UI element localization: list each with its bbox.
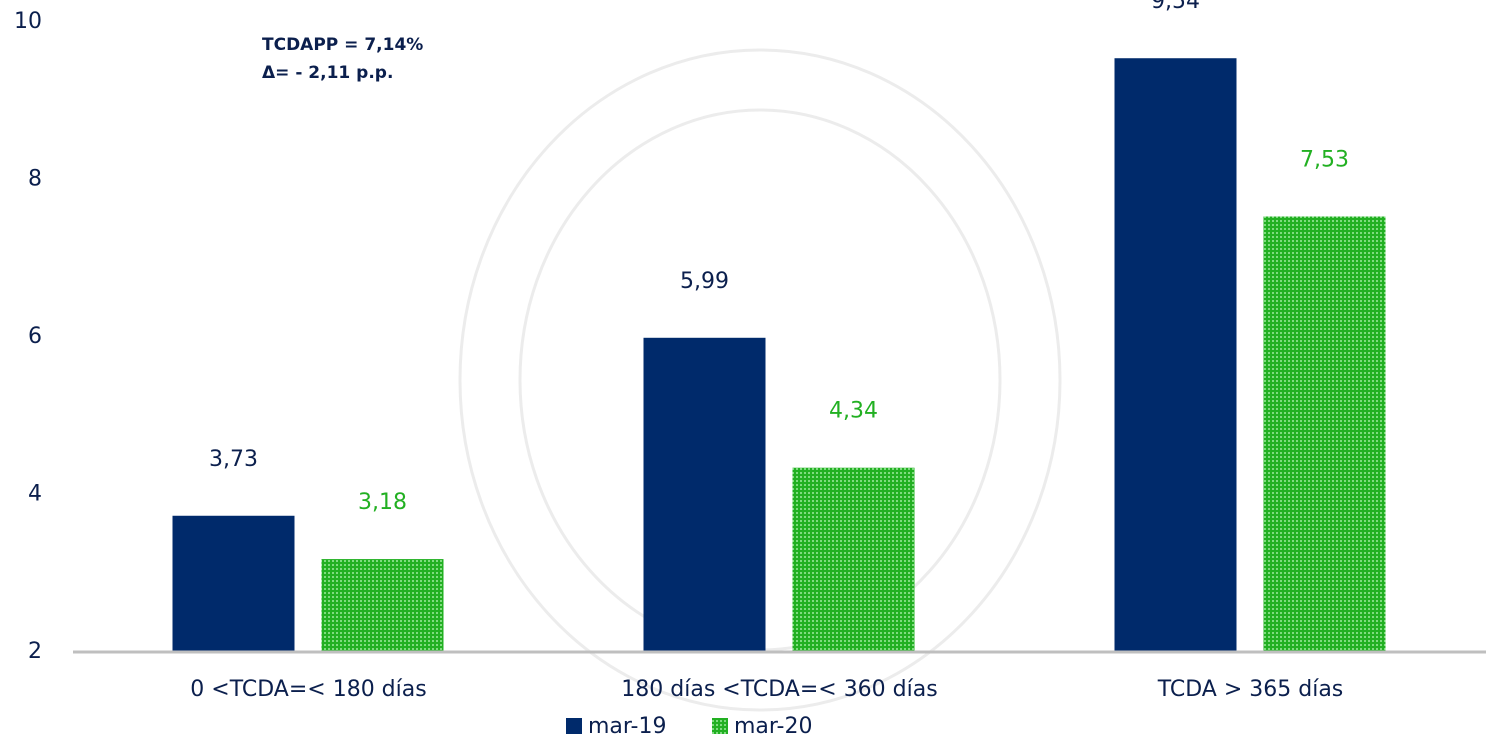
bar — [321, 559, 444, 652]
value-label: 3,18 — [358, 490, 407, 515]
annotation: TCDAPP = 7,14% — [262, 35, 423, 55]
legend-label: mar-19 — [588, 714, 666, 739]
value-label: 4,34 — [829, 399, 878, 424]
bar — [1114, 58, 1237, 653]
y-tick-label: 6 — [28, 324, 42, 349]
value-label: 7,53 — [1300, 148, 1349, 173]
y-tick-label: 2 — [28, 639, 42, 664]
bar — [792, 467, 915, 652]
x-tick-label: 0 <TCDA=< 180 días — [190, 677, 426, 702]
y-tick-label: 4 — [28, 482, 42, 507]
x-tick-label: 180 días <TCDA=< 360 días — [621, 677, 937, 702]
bar — [643, 337, 766, 652]
bar — [172, 515, 295, 652]
legend-swatch — [566, 718, 582, 734]
x-tick-label: TCDA > 365 días — [1157, 677, 1344, 702]
annotation: Δ= - 2,11 p.p. — [262, 63, 393, 83]
legend-label: mar-20 — [734, 714, 812, 739]
value-label: 5,99 — [680, 269, 729, 294]
value-label: 3,73 — [209, 447, 258, 472]
y-tick-label: 10 — [14, 9, 42, 34]
bar — [1263, 216, 1386, 652]
legend-swatch — [712, 718, 728, 734]
value-label: 9,54 — [1151, 0, 1200, 14]
y-tick-label: 8 — [28, 167, 42, 192]
